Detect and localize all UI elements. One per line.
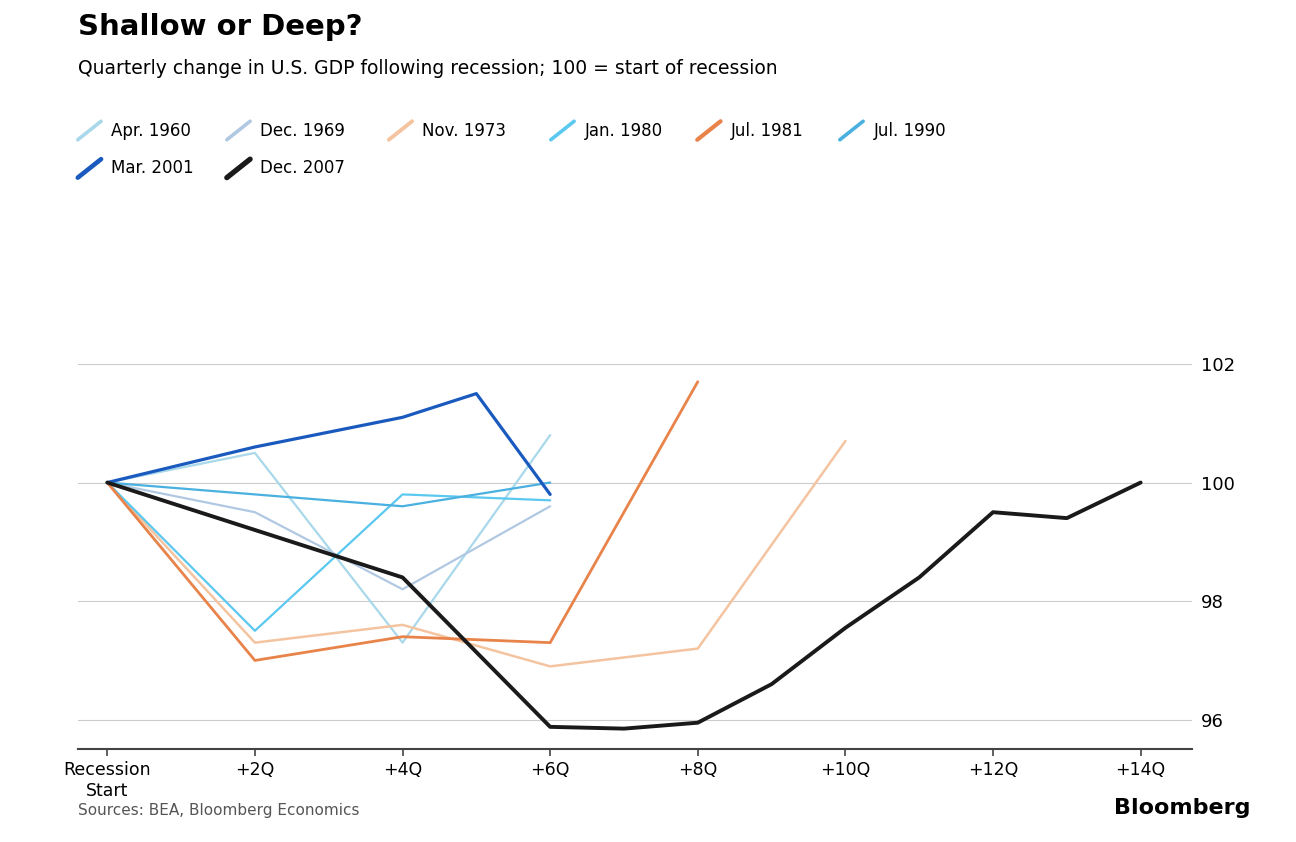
Text: Dec. 2007: Dec. 2007 [260,159,345,178]
Text: Jul. 1990: Jul. 1990 [874,121,946,140]
Text: Apr. 1960: Apr. 1960 [111,121,192,140]
Text: Jan. 1980: Jan. 1980 [584,121,662,140]
Text: Dec. 1969: Dec. 1969 [260,121,345,140]
Text: Nov. 1973: Nov. 1973 [422,121,507,140]
Text: Shallow or Deep?: Shallow or Deep? [78,13,363,40]
Text: Jul. 1981: Jul. 1981 [731,121,804,140]
Text: Sources: BEA, Bloomberg Economics: Sources: BEA, Bloomberg Economics [78,803,359,818]
Text: Quarterly change in U.S. GDP following recession; 100 = start of recession: Quarterly change in U.S. GDP following r… [78,59,778,78]
Text: Mar. 2001: Mar. 2001 [111,159,194,178]
Text: Bloomberg: Bloomberg [1115,798,1251,818]
